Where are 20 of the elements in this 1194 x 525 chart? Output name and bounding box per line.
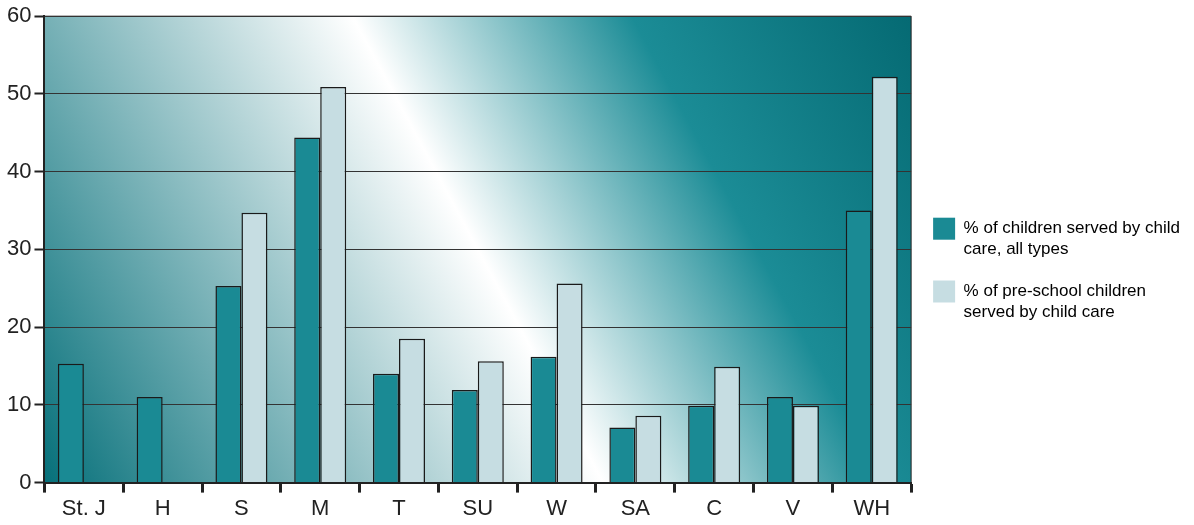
x-tick-label: C bbox=[706, 494, 723, 520]
x-tick-label: SU bbox=[462, 494, 494, 520]
y-tick-label: 0 bbox=[19, 468, 32, 494]
legend-label: % of pre-school children served by child care bbox=[963, 281, 1146, 321]
y-tick-label: 60 bbox=[6, 2, 32, 28]
x-tick-label: M bbox=[311, 494, 330, 520]
x-tick-label: V bbox=[785, 494, 801, 520]
y-tick-label: 20 bbox=[6, 313, 32, 339]
x-tick-label: WH bbox=[853, 494, 891, 520]
legend-label: % of children served by child care, all types bbox=[963, 218, 1181, 258]
y-tick-label: 10 bbox=[6, 390, 32, 416]
x-tick-label: SA bbox=[620, 494, 651, 520]
x-tick-label: H bbox=[154, 494, 171, 520]
x-tick-label: T bbox=[392, 494, 406, 520]
x-tick-label: S bbox=[234, 494, 249, 520]
y-tick-label: 30 bbox=[6, 235, 32, 261]
y-tick-label: 50 bbox=[6, 80, 32, 105]
x-tick-label: W bbox=[546, 494, 568, 520]
y-tick-label: 40 bbox=[6, 157, 32, 183]
x-tick-label: St. J bbox=[61, 494, 106, 520]
